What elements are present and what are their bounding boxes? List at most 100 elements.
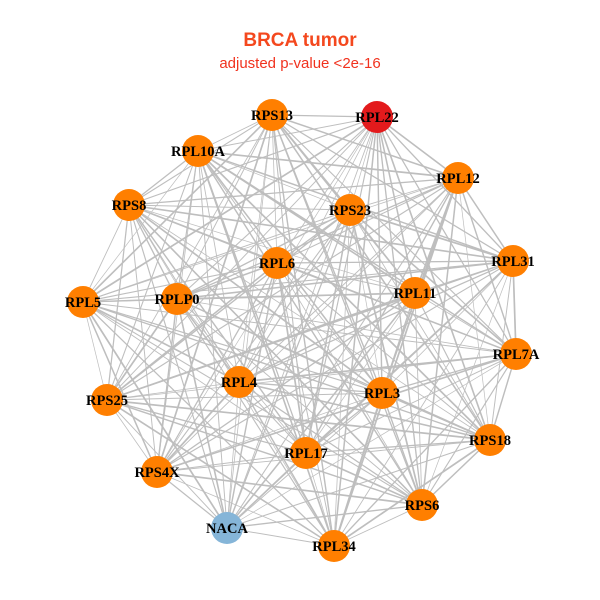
edge <box>197 150 423 506</box>
edge <box>82 301 228 529</box>
node-circle-rpl34 <box>318 530 350 562</box>
node-label-rpl4: RPL4 <box>221 375 257 391</box>
edge <box>226 439 491 529</box>
node-circle-rpl10a <box>182 135 214 167</box>
edge <box>82 177 459 303</box>
node-label-rpl3: RPL3 <box>364 386 400 402</box>
node-rps6: RPS6 <box>405 489 440 521</box>
node-circle-rps25 <box>91 384 123 416</box>
node-label-rpl17: RPL17 <box>284 446 328 462</box>
edge <box>271 114 423 506</box>
node-label-rplp0: RPLP0 <box>154 292 199 308</box>
edge <box>381 392 491 441</box>
edge <box>333 353 517 547</box>
node-rps4x: RPS4X <box>134 456 180 488</box>
edge <box>238 260 514 383</box>
edge <box>333 504 423 547</box>
node-circle-rpl3 <box>366 377 398 409</box>
edge <box>238 353 517 383</box>
node-label-rps23: RPS23 <box>329 203 371 219</box>
edge <box>457 177 517 355</box>
edge <box>106 399 423 506</box>
edge <box>349 209 416 294</box>
edge <box>82 260 514 303</box>
edge <box>106 292 416 401</box>
edge <box>226 177 459 529</box>
node-circle-rpl31 <box>497 245 529 277</box>
edge <box>349 209 383 394</box>
edge <box>82 301 335 547</box>
edge <box>128 204 491 441</box>
node-rpl31: RPL31 <box>491 245 535 277</box>
edge <box>106 399 335 547</box>
edge <box>349 177 459 211</box>
node-rpl11: RPL11 <box>394 277 437 309</box>
node-rps18: RPS18 <box>469 424 511 456</box>
edge <box>226 504 423 529</box>
edge <box>238 381 335 547</box>
edge <box>305 392 383 454</box>
edge <box>376 116 514 262</box>
edge <box>156 439 491 473</box>
edge <box>82 262 278 303</box>
node-circle-rplp0 <box>161 283 193 315</box>
node-rpl12: RPL12 <box>436 162 480 194</box>
edge <box>128 204 307 454</box>
edge <box>128 204 178 300</box>
edge <box>128 177 459 206</box>
edge <box>176 298 335 547</box>
edge <box>276 262 517 355</box>
edge <box>238 292 416 383</box>
edge <box>238 114 273 383</box>
node-label-rps4x: RPS4X <box>134 465 180 481</box>
edge <box>128 204 423 506</box>
edge <box>349 209 514 262</box>
node-circle-rps13 <box>256 99 288 131</box>
edge <box>276 262 335 547</box>
edge <box>82 204 130 303</box>
edge <box>414 292 517 355</box>
edge <box>106 204 130 401</box>
edge <box>197 150 459 179</box>
node-rps13: RPS13 <box>251 99 293 131</box>
node-label-rps13: RPS13 <box>251 108 293 124</box>
node-label-rpl10a: RPL10A <box>171 144 226 160</box>
edge <box>271 114 517 355</box>
edge <box>156 292 416 473</box>
node-label-rps6: RPS6 <box>405 498 440 514</box>
edge <box>381 392 423 506</box>
node-circle-rpl17 <box>290 437 322 469</box>
edge <box>106 399 491 441</box>
edge <box>381 260 514 394</box>
edge <box>226 527 335 547</box>
edge <box>349 116 378 211</box>
edge <box>238 381 423 506</box>
edge <box>305 292 416 454</box>
node-label-rpl31: RPL31 <box>491 254 535 270</box>
node-naca: NACA <box>206 512 248 544</box>
node-label-naca: NACA <box>206 521 248 537</box>
edge <box>333 116 378 547</box>
edge <box>276 177 459 264</box>
edge <box>376 116 459 179</box>
node-rpl4: RPL4 <box>221 366 257 398</box>
edge <box>197 150 240 383</box>
node-circle-rps23 <box>334 194 366 226</box>
node-label-rps8: RPS8 <box>112 198 147 214</box>
edge <box>457 177 491 441</box>
node-circle-rpl5 <box>67 286 99 318</box>
node-rpl22: RPL22 <box>355 101 399 133</box>
edge <box>106 399 307 454</box>
node-label-rpl6: RPL6 <box>259 256 295 272</box>
node-rpl17: RPL17 <box>284 437 328 469</box>
edge <box>82 301 307 454</box>
edge <box>82 301 158 473</box>
edge <box>82 116 378 303</box>
edge <box>226 114 273 529</box>
node-label-rpl11: RPL11 <box>394 286 437 302</box>
node-circle-rps4x <box>141 456 173 488</box>
edge <box>349 209 517 355</box>
node-circle-rpl7a <box>500 338 532 370</box>
